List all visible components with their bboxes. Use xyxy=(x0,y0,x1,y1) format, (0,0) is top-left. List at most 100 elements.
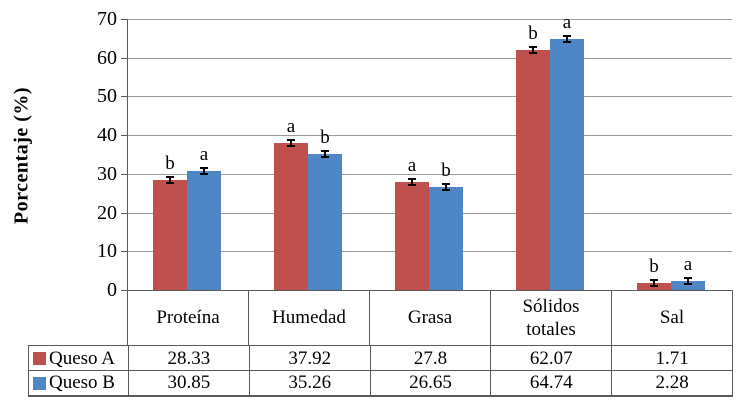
gridline xyxy=(128,135,732,137)
error-bar-stem xyxy=(290,139,292,148)
significance-letter: b xyxy=(649,256,659,278)
value-cell: 2.28 xyxy=(611,371,732,395)
gridline xyxy=(128,19,732,20)
significance-letter: a xyxy=(562,12,572,34)
error-bar xyxy=(166,176,174,185)
error-bar-stem xyxy=(566,35,568,44)
value-cell: 35.26 xyxy=(248,371,370,395)
significance-letter: b xyxy=(165,153,175,175)
gridline xyxy=(128,173,732,175)
significance-letter: b xyxy=(441,159,451,181)
error-bar-cap xyxy=(166,176,174,179)
value-cell: 62.07 xyxy=(490,346,611,371)
category-header-cell: Proteína xyxy=(156,307,220,329)
value-cell: 1.71 xyxy=(611,346,732,371)
error-bar-stem xyxy=(653,279,655,288)
error-bar xyxy=(529,45,537,54)
y-tick-label: 10 xyxy=(97,240,117,263)
y-tick-mark xyxy=(121,173,127,175)
category-header-cell: Humedad xyxy=(248,291,369,346)
table-row-queso-a: Queso A 28.33 37.92 27.8 62.07 1.71 xyxy=(28,345,733,371)
bar-queso-a-proteína xyxy=(153,180,187,290)
error-bar-cap xyxy=(563,35,571,38)
error-bar-cap xyxy=(287,145,295,148)
significance-letter: b xyxy=(320,126,330,148)
y-tick-label: 70 xyxy=(97,8,117,30)
value-cell: 26.65 xyxy=(369,371,491,395)
y-tick-mark xyxy=(121,251,127,253)
y-tick-mark xyxy=(121,57,127,59)
error-bar-cap xyxy=(200,172,208,175)
error-bar xyxy=(442,182,450,191)
y-axis-title: Porcentaje (%) xyxy=(10,86,33,225)
series-label: Queso A xyxy=(49,347,115,369)
error-bar-stem xyxy=(324,149,326,158)
error-bar-cap xyxy=(650,279,658,282)
plot-area: b a a b b a b b a a xyxy=(127,13,732,290)
bar-queso-a-sólidos-totales xyxy=(516,49,550,290)
bar-queso-b-proteína xyxy=(187,170,221,290)
series-label: Queso B xyxy=(49,372,115,393)
bar-queso-b-sal xyxy=(671,281,705,290)
significance-letter: a xyxy=(286,116,296,138)
value-cell: 64.74 xyxy=(490,371,611,395)
y-tick-label: 50 xyxy=(97,85,117,108)
legend-swatch-queso-a xyxy=(33,352,46,365)
error-bar-cap xyxy=(200,166,208,169)
bar-queso-b-grasa xyxy=(429,186,463,290)
y-tick-label: 0 xyxy=(107,279,117,301)
category-header-cell: Grasa xyxy=(369,291,490,346)
error-bar-stem xyxy=(203,166,205,175)
error-bar-cap xyxy=(408,178,416,181)
value-cell: 30.85 xyxy=(128,371,249,395)
error-bar-cap xyxy=(529,45,537,48)
error-bar-cap xyxy=(442,188,450,191)
significance-letter: a xyxy=(199,143,209,165)
error-bar xyxy=(563,35,571,44)
legend-cell: Queso A xyxy=(29,346,128,371)
category-header-cell: Sal xyxy=(611,291,732,346)
error-bar-stem xyxy=(411,178,413,187)
error-bar xyxy=(684,277,692,286)
y-tick-mark xyxy=(121,212,127,214)
y-tick-mark xyxy=(121,19,127,20)
error-bar-cap xyxy=(321,155,329,158)
error-bar-cap xyxy=(529,51,537,54)
table-row-queso-b: Queso B 30.85 35.26 26.65 64.74 2.28 xyxy=(28,370,733,397)
error-bar-cap xyxy=(650,285,658,288)
significance-letter: a xyxy=(683,254,693,276)
error-bar xyxy=(408,178,416,187)
error-bar-stem xyxy=(532,45,534,54)
value-cell: 27.8 xyxy=(369,346,491,371)
category-header-cell: Sólidos totales xyxy=(490,291,611,346)
error-bar-cap xyxy=(321,149,329,152)
y-tick-mark xyxy=(121,290,127,291)
value-cell: 37.92 xyxy=(248,346,370,371)
y-tick-mark xyxy=(121,135,127,137)
error-bar xyxy=(200,166,208,175)
bar-queso-b-sólidos-totales xyxy=(550,39,584,290)
error-bar-stem xyxy=(687,277,689,286)
table-category-header-row: Proteína Humedad Grasa Sólidos totales Sal xyxy=(127,290,733,346)
error-bar-cap xyxy=(408,184,416,187)
error-bar-cap xyxy=(684,283,692,286)
error-bar-cap xyxy=(442,182,450,185)
error-bar-cap xyxy=(563,41,571,44)
y-tick-label: 30 xyxy=(97,162,117,185)
bar-queso-a-humedad xyxy=(274,143,308,290)
error-bar xyxy=(287,139,295,148)
legend-cell: Queso B xyxy=(29,371,128,395)
significance-letter: a xyxy=(407,155,417,177)
bar-queso-b-humedad xyxy=(308,153,342,290)
y-tick-label: 60 xyxy=(97,46,117,69)
value-cell: 28.33 xyxy=(128,346,249,371)
error-bar-stem xyxy=(169,176,171,185)
bar-queso-a-grasa xyxy=(395,182,429,290)
y-tick-label: 20 xyxy=(97,201,117,224)
y-tick-mark xyxy=(121,96,127,98)
error-bar xyxy=(650,279,658,288)
gridline xyxy=(128,57,732,59)
gridline xyxy=(128,96,732,98)
error-bar-cap xyxy=(166,182,174,185)
